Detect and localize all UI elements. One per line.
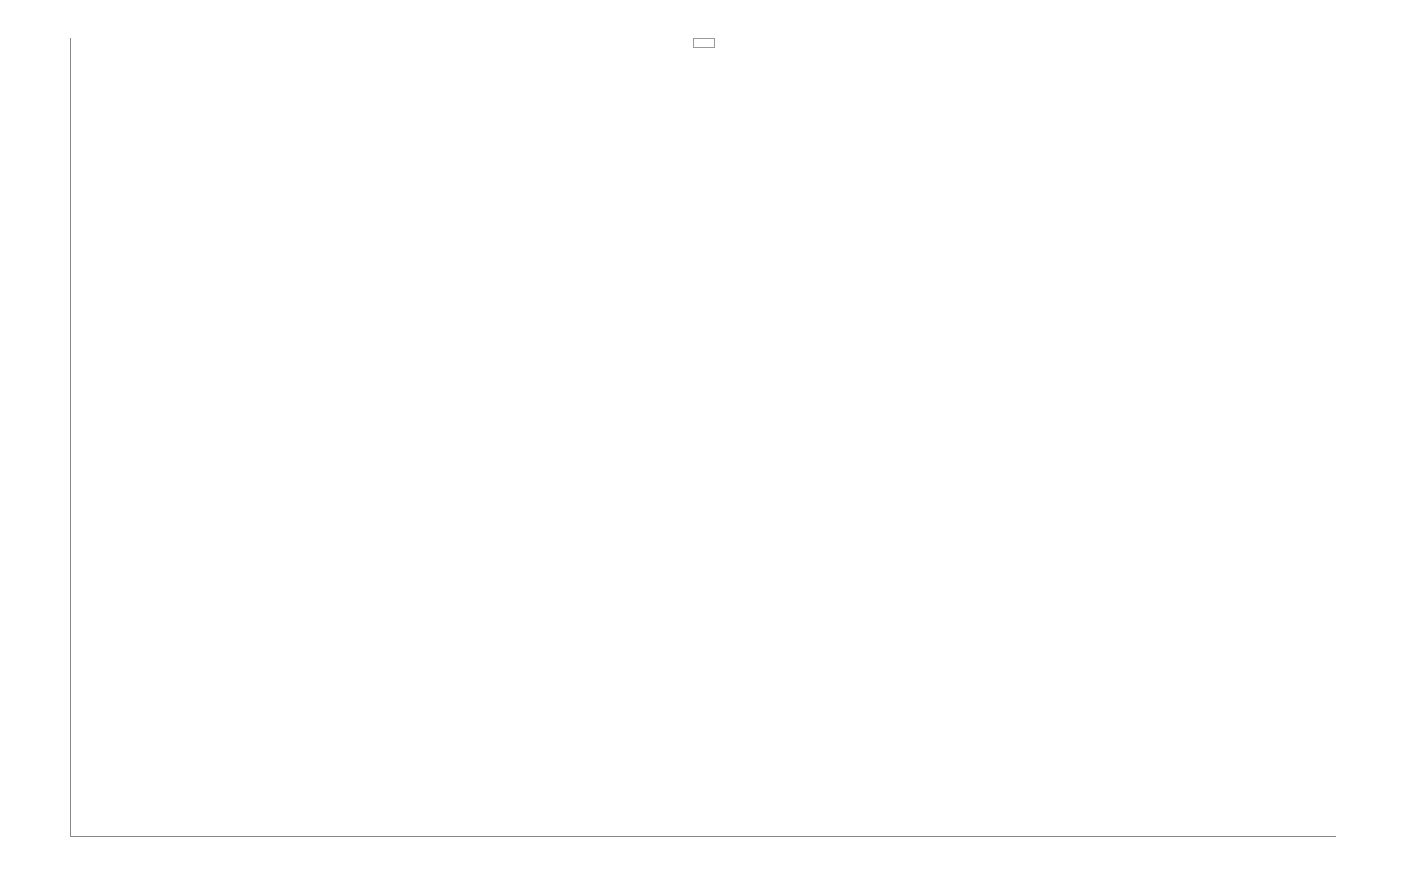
trend-lines: [71, 38, 1336, 836]
chart-container: [20, 38, 1386, 882]
scatter-plot: [70, 38, 1336, 837]
correlation-legend: [693, 38, 715, 48]
